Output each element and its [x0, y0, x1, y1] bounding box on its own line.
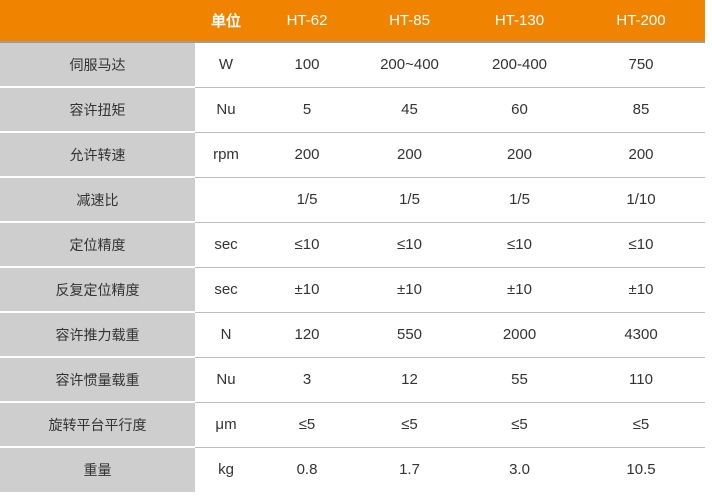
table-row: 容许惯量载重 Nu 3 12 55 110 [0, 357, 705, 403]
unit-cell: Nu [195, 87, 257, 133]
value-cell: ±10 [357, 267, 462, 313]
unit-cell: kg [195, 447, 257, 492]
unit-cell [195, 177, 257, 223]
unit-cell: sec [195, 267, 257, 313]
value-cell: ≤5 [577, 402, 705, 448]
table-row: 减速比 1/5 1/5 1/5 1/10 [0, 177, 705, 223]
value-cell: ±10 [462, 267, 577, 313]
value-cell: 1/5 [357, 177, 462, 223]
value-cell: 1/10 [577, 177, 705, 223]
header-unit: 单位 [195, 0, 257, 43]
table-row: 重量 kg 0.8 1.7 3.0 10.5 [0, 447, 705, 492]
value-cell: 200 [357, 132, 462, 178]
value-cell: 200~400 [357, 42, 462, 88]
table-row: 定位精度 sec ≤10 ≤10 ≤10 ≤10 [0, 222, 705, 268]
value-cell: ≤5 [462, 402, 577, 448]
unit-cell: W [195, 42, 257, 88]
row-label: 反复定位精度 [0, 267, 195, 313]
value-cell: ≤5 [257, 402, 357, 448]
value-cell: 200 [577, 132, 705, 178]
row-label: 定位精度 [0, 222, 195, 268]
value-cell: 110 [577, 357, 705, 403]
header-model-ht85: HT-85 [357, 0, 462, 43]
unit-cell: N [195, 312, 257, 358]
row-label: 伺服马达 [0, 42, 195, 88]
value-cell: 45 [357, 87, 462, 133]
unit-cell: Nu [195, 357, 257, 403]
value-cell: 2000 [462, 312, 577, 358]
row-label: 容许推力载重 [0, 312, 195, 358]
value-cell: ±10 [257, 267, 357, 313]
value-cell: 60 [462, 87, 577, 133]
row-label: 旋转平台平行度 [0, 402, 195, 448]
value-cell: 120 [257, 312, 357, 358]
table-row: 容许扭矩 Nu 5 45 60 85 [0, 87, 705, 133]
value-cell: 3.0 [462, 447, 577, 492]
row-label: 重量 [0, 447, 195, 492]
table-row: 伺服马达 W 100 200~400 200-400 750 [0, 42, 705, 88]
value-cell: 750 [577, 42, 705, 88]
value-cell: ≤10 [257, 222, 357, 268]
table-row: 容许推力载重 N 120 550 2000 4300 [0, 312, 705, 358]
row-label: 容许扭矩 [0, 87, 195, 133]
row-label: 容许惯量载重 [0, 357, 195, 403]
value-cell: 200 [462, 132, 577, 178]
unit-cell: μm [195, 402, 257, 448]
row-label: 减速比 [0, 177, 195, 223]
table-row: 旋转平台平行度 μm ≤5 ≤5 ≤5 ≤5 [0, 402, 705, 448]
value-cell: 10.5 [577, 447, 705, 492]
value-cell: 100 [257, 42, 357, 88]
unit-cell: sec [195, 222, 257, 268]
value-cell: 4300 [577, 312, 705, 358]
value-cell: 3 [257, 357, 357, 403]
value-cell: ±10 [577, 267, 705, 313]
header-model-ht200: HT-200 [577, 0, 705, 43]
value-cell: 1/5 [462, 177, 577, 223]
value-cell: 12 [357, 357, 462, 403]
value-cell: ≤10 [462, 222, 577, 268]
value-cell: 550 [357, 312, 462, 358]
value-cell: 1/5 [257, 177, 357, 223]
unit-cell: rpm [195, 132, 257, 178]
header-row: 单位 HT-62 HT-85 HT-130 HT-200 [0, 0, 705, 43]
header-corner-cell [0, 0, 195, 43]
value-cell: 0.8 [257, 447, 357, 492]
row-label: 允许转速 [0, 132, 195, 178]
header-model-ht130: HT-130 [462, 0, 577, 43]
header-model-ht62: HT-62 [257, 0, 357, 43]
value-cell: 1.7 [357, 447, 462, 492]
table-row: 反复定位精度 sec ±10 ±10 ±10 ±10 [0, 267, 705, 313]
value-cell: ≤10 [577, 222, 705, 268]
value-cell: 200-400 [462, 42, 577, 88]
value-cell: 85 [577, 87, 705, 133]
table-row: 允许转速 rpm 200 200 200 200 [0, 132, 705, 178]
value-cell: ≤10 [357, 222, 462, 268]
value-cell: 200 [257, 132, 357, 178]
value-cell: ≤5 [357, 402, 462, 448]
value-cell: 55 [462, 357, 577, 403]
value-cell: 5 [257, 87, 357, 133]
